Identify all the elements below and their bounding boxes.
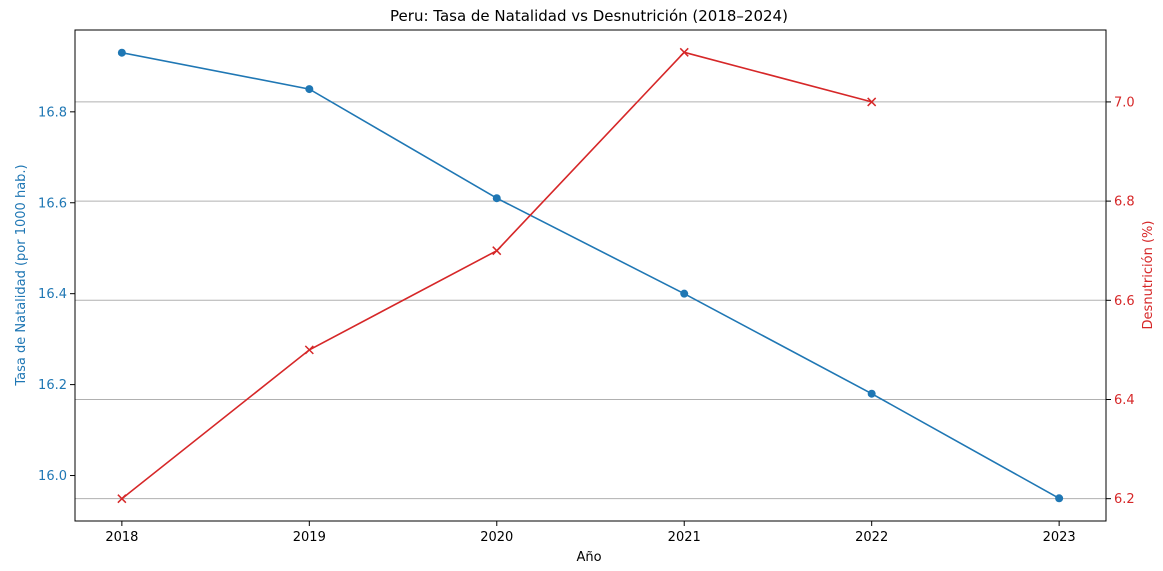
left-series-point [680, 289, 689, 298]
left-tick-label: 16.4 [38, 287, 67, 302]
plot-frame [74, 29, 1107, 522]
x-tick-label: 2023 [1043, 530, 1076, 545]
right-series-point [117, 494, 127, 504]
x-axis-label: Año [576, 550, 601, 565]
grid-lines [75, 101, 1106, 500]
right-series-point [304, 345, 314, 355]
right-tick-label: 6.8 [1114, 195, 1135, 210]
x-tick-label: 2019 [293, 530, 326, 545]
left-tick-label: 16.0 [38, 469, 67, 484]
right-tick-label: 6.2 [1114, 492, 1135, 507]
left-series-point [117, 48, 126, 57]
right-series-point [867, 97, 877, 107]
left-series-line [121, 51, 1060, 499]
left-series-point [867, 389, 876, 398]
left-axis-label: Tasa de Natalidad (por 1000 hab.) [14, 164, 29, 386]
left-series-point [492, 194, 501, 203]
left-tick-label: 16.2 [38, 378, 67, 393]
left-series-point [1055, 494, 1064, 503]
left-series-point [305, 85, 314, 94]
x-tick-label: 2022 [855, 530, 888, 545]
x-tick-label: 2020 [480, 530, 513, 545]
x-tick-label: 2021 [668, 530, 701, 545]
x-tick-label: 2018 [105, 530, 138, 545]
right-axis-label: Desnutrición (%) [1141, 221, 1156, 330]
chart-title: Peru: Tasa de Natalidad vs Desnutrición … [390, 7, 788, 25]
right-tick-label: 6.4 [1114, 393, 1135, 408]
right-series-line [121, 51, 872, 500]
axis-ticks: 2018 2019 2020 2021 2022 2023 16.0 16.2 16.4 16.6… [38, 95, 1135, 545]
left-tick-label: 16.6 [38, 196, 67, 211]
left-tick-label: 16.8 [38, 105, 67, 120]
right-tick-label: 7.0 [1114, 95, 1135, 110]
right-tick-label: 6.6 [1114, 294, 1135, 309]
series-layer [117, 47, 1064, 504]
right-series-point [492, 246, 502, 256]
right-series-point [679, 47, 689, 57]
